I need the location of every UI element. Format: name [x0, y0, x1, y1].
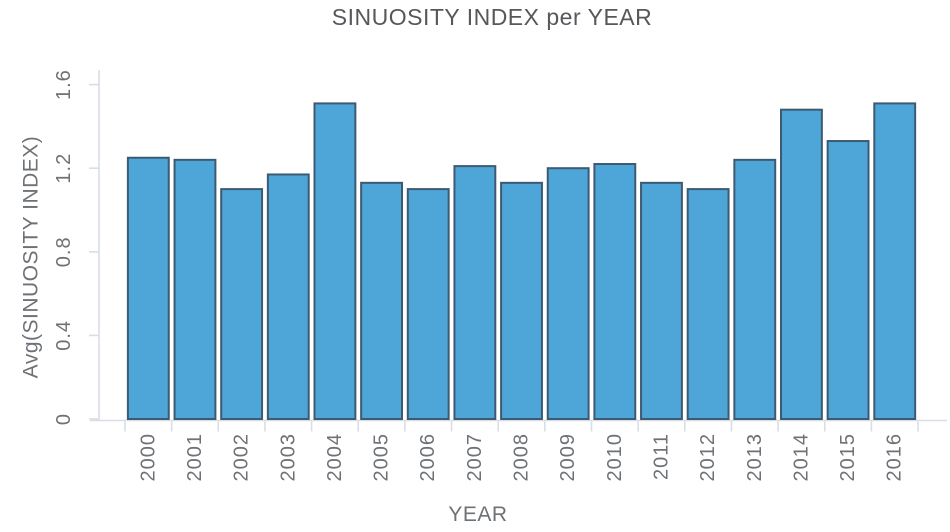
y-tick-label: 1.2 — [53, 153, 75, 184]
bar-2004[interactable] — [313, 102, 357, 420]
bar-2009[interactable] — [546, 167, 590, 420]
x-tick-label: 2015 — [837, 433, 859, 482]
x-tick-label: 2014 — [790, 433, 812, 482]
chart-title: SINUOSITY INDEX per YEAR — [332, 4, 652, 30]
x-tick-label: 2000 — [137, 433, 159, 482]
x-tick-label: 2011 — [650, 433, 672, 480]
y-tick-label: 0.4 — [53, 320, 75, 351]
x-tick-label: 2016 — [884, 433, 906, 482]
bar-2005[interactable] — [360, 181, 403, 420]
bar-2000[interactable] — [126, 156, 170, 420]
x-tick-label: 2005 — [371, 433, 393, 482]
x-tick-label: 2010 — [604, 433, 626, 482]
plot-area: 0 0.4 0.8 1.2 1.6 2000 2001 2002 2003 2004 2005 200… — [53, 69, 947, 482]
bar-2002[interactable] — [220, 188, 264, 420]
bar-2007[interactable] — [453, 165, 497, 420]
bar-2008[interactable] — [500, 181, 543, 420]
x-tick-label: 2004 — [324, 433, 346, 482]
bar-2001[interactable] — [173, 158, 217, 420]
y-tick-label: 0.8 — [53, 236, 75, 267]
bar-2011[interactable] — [640, 181, 683, 420]
x-tick-label: 2012 — [697, 433, 719, 482]
bar-2016[interactable] — [873, 102, 917, 420]
x-tick-label: 2003 — [277, 433, 299, 482]
bar-2006[interactable] — [406, 188, 450, 420]
x-axis-title: YEAR — [448, 503, 507, 526]
x-tick-label: 2013 — [744, 433, 766, 482]
x-tick-label: 2008 — [511, 433, 533, 482]
bar-2012[interactable] — [686, 188, 730, 420]
y-axis-title: Avg(SINUOSITY INDEX) — [20, 136, 43, 379]
y-tick-label: 0 — [53, 413, 75, 425]
x-tick-label: 2001 — [184, 433, 206, 482]
bar-2013[interactable] — [733, 158, 777, 420]
y-tick-label: 1.6 — [53, 69, 75, 100]
bar-2015[interactable] — [826, 140, 870, 420]
x-tick-label: 2002 — [231, 433, 253, 482]
x-tick-label: 2007 — [464, 433, 486, 482]
x-tick-label: 2009 — [557, 433, 579, 482]
x-tick-label: 2006 — [417, 433, 439, 482]
bar-2014[interactable] — [780, 108, 823, 421]
bar-2003[interactable] — [266, 173, 310, 420]
bar-2010[interactable] — [593, 163, 637, 420]
